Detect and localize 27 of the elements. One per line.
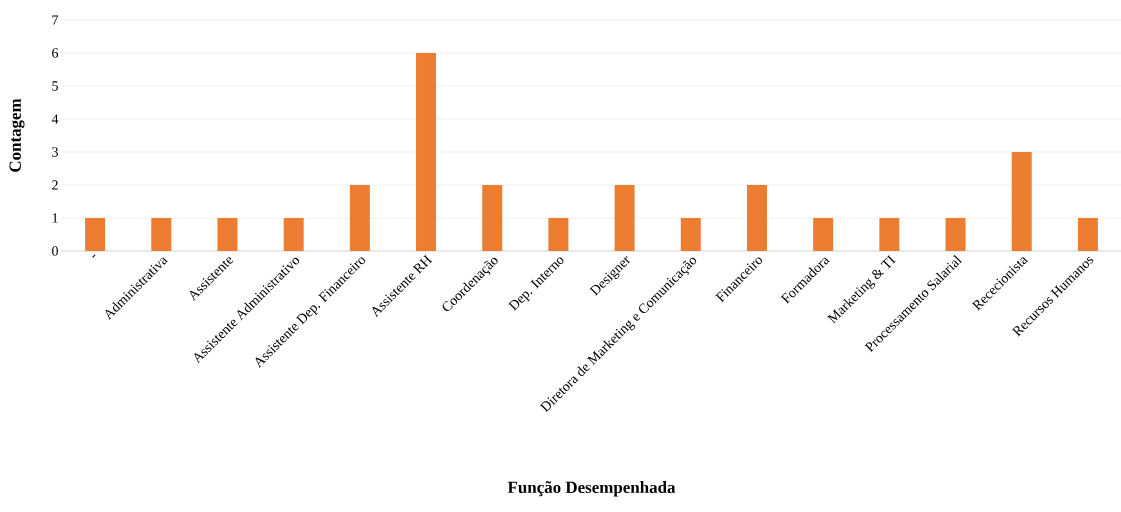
bar	[548, 217, 569, 251]
bar	[879, 217, 900, 251]
y-tick-label: 6	[52, 48, 59, 58]
y-tick-label: 0	[52, 246, 58, 256]
bar	[614, 184, 635, 251]
bar	[746, 184, 767, 251]
bar	[217, 217, 238, 251]
x-axis-title: Função Desempenhada	[507, 481, 676, 497]
y-tick-label: 7	[52, 15, 59, 25]
bar	[1077, 217, 1098, 251]
bar	[349, 184, 370, 251]
bar	[680, 217, 701, 251]
y-tick-label: 5	[52, 81, 58, 91]
y-axis-title: Contagem	[9, 98, 25, 172]
bar	[945, 217, 966, 251]
x-tick-label: -	[92, 254, 96, 258]
bar	[416, 53, 437, 251]
bar	[813, 217, 834, 251]
bar	[151, 217, 172, 251]
y-tick-label: 3	[52, 147, 58, 157]
y-tick-label: 4	[51, 114, 59, 124]
y-tick-label: 2	[52, 180, 58, 190]
y-tick-label: 1	[52, 213, 58, 223]
bar	[482, 184, 503, 251]
bar	[1011, 151, 1032, 251]
bar	[85, 217, 106, 251]
bar	[283, 217, 304, 251]
